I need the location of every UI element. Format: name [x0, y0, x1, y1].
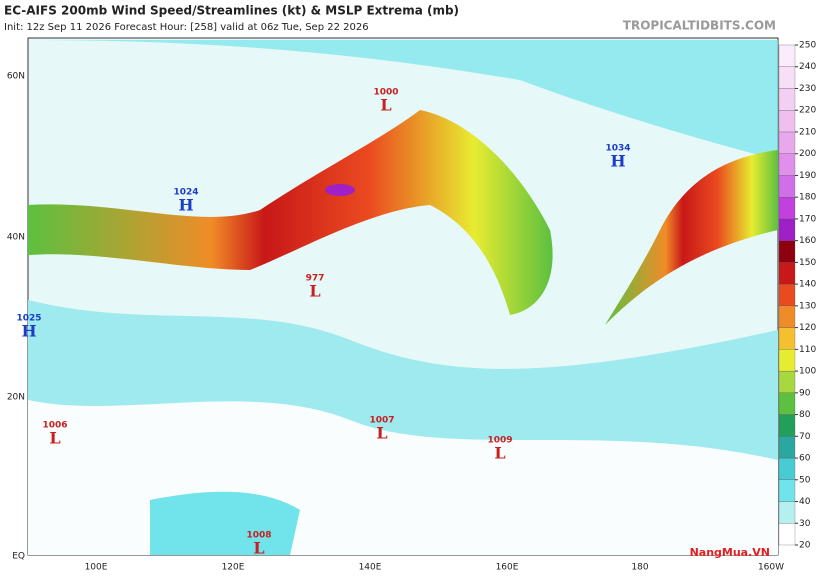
colorbar-band: [778, 197, 796, 220]
pressure-center: L: [494, 444, 505, 463]
lat-label: 60N: [7, 72, 25, 82]
pressure-center: L: [309, 282, 320, 301]
colorbar-label: 40: [799, 497, 811, 507]
pressure-center: L: [376, 424, 387, 443]
colorbar-label: 80: [799, 410, 811, 420]
colorbar-band: [778, 414, 796, 437]
colorbar-label: 100: [799, 367, 816, 377]
lat-label: EQ: [12, 552, 25, 562]
pressure-center: H: [610, 152, 625, 171]
lon-label: 180: [631, 563, 648, 573]
colorbar-label: 190: [799, 171, 816, 181]
jet-stream: [28, 110, 553, 315]
lon-label: 100E: [85, 563, 108, 573]
pressure-center: L: [253, 539, 264, 558]
colorbar-label: 110: [799, 345, 816, 355]
colorbar-label: 250: [799, 41, 816, 51]
watermark: NangMua.VN: [690, 546, 770, 559]
colorbar-band: [778, 392, 796, 415]
source: TROPICALTIDBITS.COM: [623, 19, 776, 33]
colorbar-label: 180: [799, 193, 816, 203]
jet-stream: [605, 150, 778, 325]
colorbar-label: 240: [799, 62, 816, 72]
lat-label: 20N: [7, 393, 25, 403]
colorbar-label: 220: [799, 106, 816, 116]
colorbar-label: 60: [799, 454, 811, 464]
pressure-center: H: [178, 196, 193, 215]
colorbar-band: [778, 457, 796, 480]
colorbar-band: [778, 44, 796, 67]
title: EC-AIFS 200mb Wind Speed/Streamlines (kt…: [4, 4, 459, 18]
colorbar-band: [778, 523, 796, 546]
colorbar-label: 140: [799, 280, 816, 290]
colorbar-band: [778, 153, 796, 176]
colorbar-label: 70: [799, 432, 811, 442]
lon-label: 160E: [496, 563, 519, 573]
colorbar-label: 230: [799, 84, 816, 94]
map: [27, 37, 779, 556]
colorbar-band: [778, 66, 796, 89]
lon-label: 120E: [222, 563, 245, 573]
subtitle: Init: 12z Sep 11 2026 Forecast Hour: [25…: [4, 22, 369, 33]
lat-label: 40N: [7, 233, 25, 243]
colorbar-band: [778, 218, 796, 241]
pressure-center: H: [21, 322, 36, 341]
pressure-value: 1008: [246, 531, 271, 541]
colorbar-label: 120: [799, 323, 816, 333]
colorbar-label: 150: [799, 258, 816, 268]
colorbar-label: 200: [799, 149, 816, 159]
colorbar-label: 130: [799, 301, 816, 311]
colorbar-band: [778, 501, 796, 524]
pressure-value: 1007: [369, 416, 394, 426]
lon-label: 160W: [758, 563, 784, 573]
colorbar-band: [778, 305, 796, 328]
pressure-center: L: [380, 96, 391, 115]
colorbar-label: 30: [799, 519, 811, 529]
pressure-value: 1025: [16, 314, 41, 324]
lon-label: 140E: [359, 563, 382, 573]
colorbar-band: [778, 110, 796, 133]
pressure-value: 1024: [173, 188, 198, 198]
colorbar-band: [778, 349, 796, 372]
colorbar-band: [778, 436, 796, 459]
colorbar-band: [778, 88, 796, 111]
colorbar-band: [778, 283, 796, 307]
pressure-center: L: [49, 429, 60, 448]
colorbar-band: [778, 370, 796, 393]
colorbar-band: [778, 175, 796, 198]
colorbar-label: 20: [799, 541, 811, 551]
colorbar-band: [778, 327, 796, 350]
wind-region: [28, 40, 778, 160]
colorbar-label: 90: [799, 388, 811, 398]
pressure-value: 1034: [605, 144, 630, 154]
colorbar-label: 50: [799, 475, 811, 485]
pressure-value: 1000: [373, 88, 398, 98]
colorbar-label: 170: [799, 214, 816, 224]
colorbar-label: 160: [799, 236, 816, 246]
pressure-value: 1006: [42, 421, 67, 431]
colorbar-label: 210: [799, 127, 816, 137]
pressure-value: 977: [306, 274, 325, 284]
wind-region: [150, 491, 300, 555]
jet-core: [325, 184, 355, 196]
pressure-value: 1009: [487, 436, 512, 446]
colorbar-band: [778, 479, 796, 502]
colorbar-band: [778, 131, 796, 154]
colorbar-band: [778, 262, 796, 285]
colorbar-band: [778, 240, 796, 263]
